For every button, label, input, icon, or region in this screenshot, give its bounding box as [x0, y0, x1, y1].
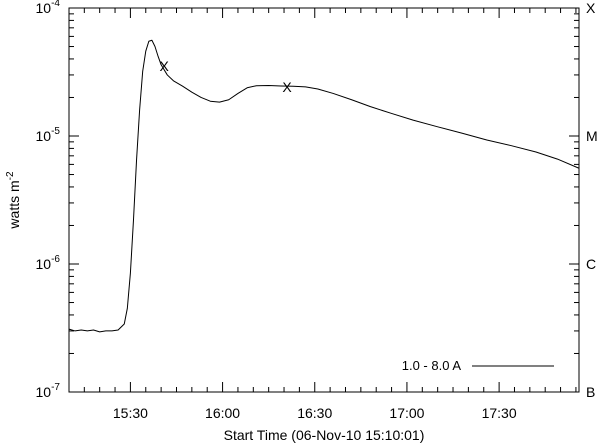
- y-tick-label: 10-7: [36, 382, 61, 400]
- x-tick-label: 16:00: [205, 405, 240, 421]
- legend-label: 1.0 - 8.0 A: [402, 358, 462, 373]
- series-line: [68, 39, 580, 333]
- y-tick-label-exp: -5: [51, 126, 60, 137]
- x-tick-label: 17:00: [389, 405, 424, 421]
- class-label-c: C: [586, 256, 596, 272]
- peak-marker: X: [282, 79, 292, 95]
- plot-frame: [68, 7, 580, 393]
- x-axis-title: Start Time (06-Nov-10 15:10:01): [224, 427, 425, 443]
- y-tick-label-base: 10: [36, 256, 52, 272]
- peak-markers: XX: [160, 58, 293, 95]
- legend: 1.0 - 8.0 A: [402, 358, 554, 373]
- class-label-x: X: [586, 0, 596, 16]
- x-tick-label: 16:30: [297, 405, 332, 421]
- y-tick-label-base: 10: [36, 384, 52, 400]
- y-tick-labels: 10-710-610-510-4: [36, 0, 61, 400]
- x-tick-label: 15:30: [113, 405, 148, 421]
- class-label-m: M: [586, 128, 598, 144]
- flare-class-labels: X M C B: [586, 0, 598, 400]
- y-tick-label-base: 10: [36, 128, 52, 144]
- y-tick-label: 10-4: [36, 0, 61, 16]
- y-tick-label-base: 10: [36, 0, 52, 16]
- peak-marker: X: [160, 58, 170, 74]
- y-tick-label: 10-5: [36, 126, 61, 144]
- series-group: [68, 39, 580, 333]
- y-tick-label-exp: -7: [51, 382, 60, 393]
- x-tick-labels: 15:30 16:00 16:30 17:00 17:30: [113, 405, 517, 421]
- y-axis-title-exp: -2: [5, 171, 16, 180]
- y-tick-label-exp: -4: [51, 0, 60, 9]
- axis-ticks: [69, 7, 579, 393]
- y-tick-label: 10-6: [36, 254, 61, 272]
- y-axis-title-base: watts m: [6, 180, 22, 229]
- y-axis-title: watts m-2: [5, 171, 22, 230]
- y-tick-label-exp: -6: [51, 254, 60, 265]
- class-label-b: B: [586, 384, 595, 400]
- x-tick-label: 17:30: [482, 405, 517, 421]
